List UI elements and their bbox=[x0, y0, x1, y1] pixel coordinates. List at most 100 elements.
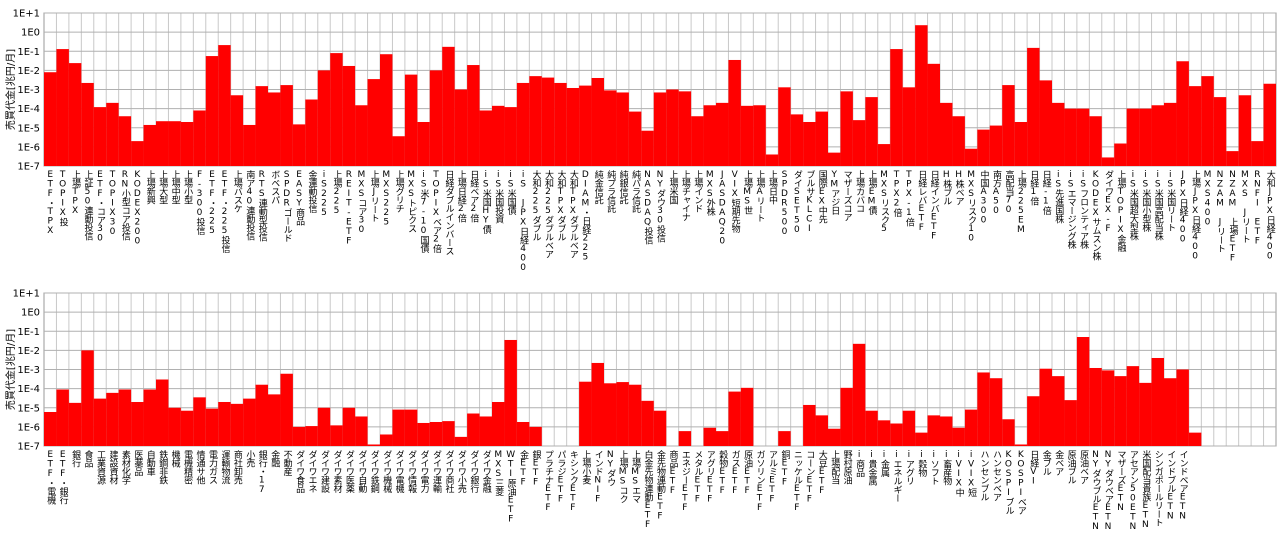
bar bbox=[964, 409, 978, 446]
x-tick-label: MXS外株 bbox=[705, 170, 716, 217]
x-tick-label: 南ア40連動投信 bbox=[244, 169, 255, 242]
x-tick-label: 金連動投信 bbox=[307, 169, 318, 214]
bar bbox=[740, 105, 754, 166]
x-tick-label: 上場Jリート bbox=[369, 170, 380, 223]
bar bbox=[1076, 108, 1090, 166]
bar bbox=[44, 411, 57, 446]
x-tick-label: 上場新興 bbox=[145, 170, 156, 206]
x-tick-label: NYダウブルETN bbox=[1091, 450, 1102, 532]
y-tick-label: 1E+1 bbox=[13, 9, 40, 20]
bar bbox=[579, 85, 592, 166]
bar bbox=[255, 384, 268, 446]
bar bbox=[81, 82, 94, 166]
x-tick-label: WTI原油ETF bbox=[506, 450, 516, 524]
x-tick-label: MXS400 bbox=[1203, 170, 1213, 227]
y-tick-label: 1E-5 bbox=[17, 403, 40, 414]
x-tick-label: 金ブル bbox=[1041, 449, 1052, 476]
x-tick-label: TOPIXベア2倍 bbox=[431, 170, 442, 254]
x-tick-label: ダイワ医薬 bbox=[344, 449, 355, 494]
x-tick-label: 電機精密 bbox=[182, 450, 193, 486]
x-tick-label: ETF・225 bbox=[207, 170, 217, 236]
bar bbox=[529, 426, 542, 446]
x-tick-label: ボベスパ bbox=[269, 170, 280, 205]
bar bbox=[927, 63, 940, 166]
bar bbox=[56, 389, 69, 446]
bar bbox=[44, 72, 57, 166]
x-tick-label: MXS三菱 bbox=[493, 450, 504, 496]
x-tick-label: 野村原油 bbox=[842, 450, 853, 486]
bar bbox=[392, 136, 405, 166]
x-tick-label: TPX2倍 bbox=[891, 170, 902, 218]
x-tick-label: ダイワ機械 bbox=[381, 449, 392, 494]
bar bbox=[703, 427, 716, 446]
x-tick-label: H株ブル bbox=[941, 170, 952, 205]
x-tick-label: 純プラ信託 bbox=[605, 169, 616, 214]
x-tick-label: iソフト bbox=[929, 450, 939, 485]
bar bbox=[541, 77, 555, 166]
x-tick-label: 上場カバコ bbox=[854, 170, 865, 213]
bar bbox=[442, 421, 455, 446]
x-tick-label: 原油ブル bbox=[1066, 450, 1077, 484]
bar bbox=[1176, 369, 1189, 446]
x-tick-label: 上場日中 bbox=[767, 170, 778, 206]
bar bbox=[1151, 357, 1164, 446]
bar bbox=[915, 432, 928, 446]
bar bbox=[989, 378, 1003, 446]
bar bbox=[1052, 102, 1065, 166]
y-tick-label: 1E-2 bbox=[17, 66, 40, 77]
bar bbox=[927, 415, 940, 446]
x-tick-label: 金ETF bbox=[518, 449, 529, 487]
x-tick-label: インドベアETN bbox=[1178, 450, 1189, 521]
bar bbox=[168, 121, 181, 166]
x-tick-label: 上場225EM bbox=[1016, 170, 1027, 235]
x-tick-label: 銀行 bbox=[70, 449, 81, 469]
bar bbox=[492, 401, 505, 446]
bar bbox=[1176, 61, 1189, 166]
bar bbox=[180, 410, 194, 446]
y-tick-label: 1E-7 bbox=[17, 442, 40, 453]
x-tick-label: 工業資源 bbox=[95, 450, 106, 485]
x-tick-label: 原油ベア bbox=[1078, 450, 1089, 485]
bar bbox=[143, 389, 156, 446]
x-tick-label: SPDR500 bbox=[779, 170, 789, 237]
x-tick-label: 上場インド bbox=[692, 170, 703, 213]
bar bbox=[367, 79, 380, 166]
x-tick-label: ハンセンベア bbox=[991, 450, 1002, 501]
x-tick-label: iエネルギー bbox=[891, 450, 902, 502]
x-tick-label: ダイワ小売 bbox=[456, 449, 467, 494]
x-tick-label: 金ベア bbox=[1053, 449, 1064, 476]
bar bbox=[205, 408, 219, 446]
bar bbox=[678, 431, 692, 446]
x-tick-label: TPX-1倍 bbox=[904, 170, 915, 227]
bar bbox=[1151, 105, 1164, 166]
x-tick-label: NASDAQ投信 bbox=[643, 170, 654, 245]
bar bbox=[852, 343, 866, 446]
x-tick-label: ETF・電機 bbox=[45, 450, 56, 505]
x-tick-label: ダイワ電機 bbox=[394, 449, 405, 494]
x-tick-label: JPX日経400 bbox=[1178, 170, 1189, 244]
x-tick-label: 情通サ他 bbox=[195, 449, 206, 486]
x-tick-label: 商社卸売 bbox=[232, 449, 243, 486]
bar bbox=[429, 421, 443, 446]
x-tick-label: RN小型コア投信 bbox=[120, 170, 131, 241]
bar bbox=[342, 407, 356, 446]
bar bbox=[429, 70, 443, 166]
x-tick-label: 日経ベア2倍 bbox=[468, 170, 479, 224]
x-tick-label: 上場チャイナ bbox=[680, 170, 691, 222]
bar bbox=[1089, 367, 1102, 446]
bar bbox=[1139, 382, 1152, 446]
x-tick-label: KOSPIベア bbox=[1016, 450, 1027, 515]
bar bbox=[1027, 396, 1040, 446]
x-tick-label: RNFI ETF bbox=[1252, 170, 1262, 246]
y-axis-label: 売買代金[兆円/月] bbox=[4, 329, 17, 410]
x-tick-label: 商品ETF bbox=[667, 449, 678, 496]
bar bbox=[479, 416, 492, 446]
y-tick-label: 1E-4 bbox=[17, 384, 40, 395]
bar bbox=[504, 107, 517, 166]
x-tick-label: ニッケルETF bbox=[792, 450, 803, 513]
x-tick-label: iS米国投資 bbox=[493, 170, 504, 224]
bar bbox=[952, 427, 965, 446]
x-tick-label: パラジETF bbox=[555, 450, 566, 504]
x-tick-label: 金融 bbox=[269, 449, 280, 469]
y-tick-label: 1E-7 bbox=[17, 162, 40, 173]
